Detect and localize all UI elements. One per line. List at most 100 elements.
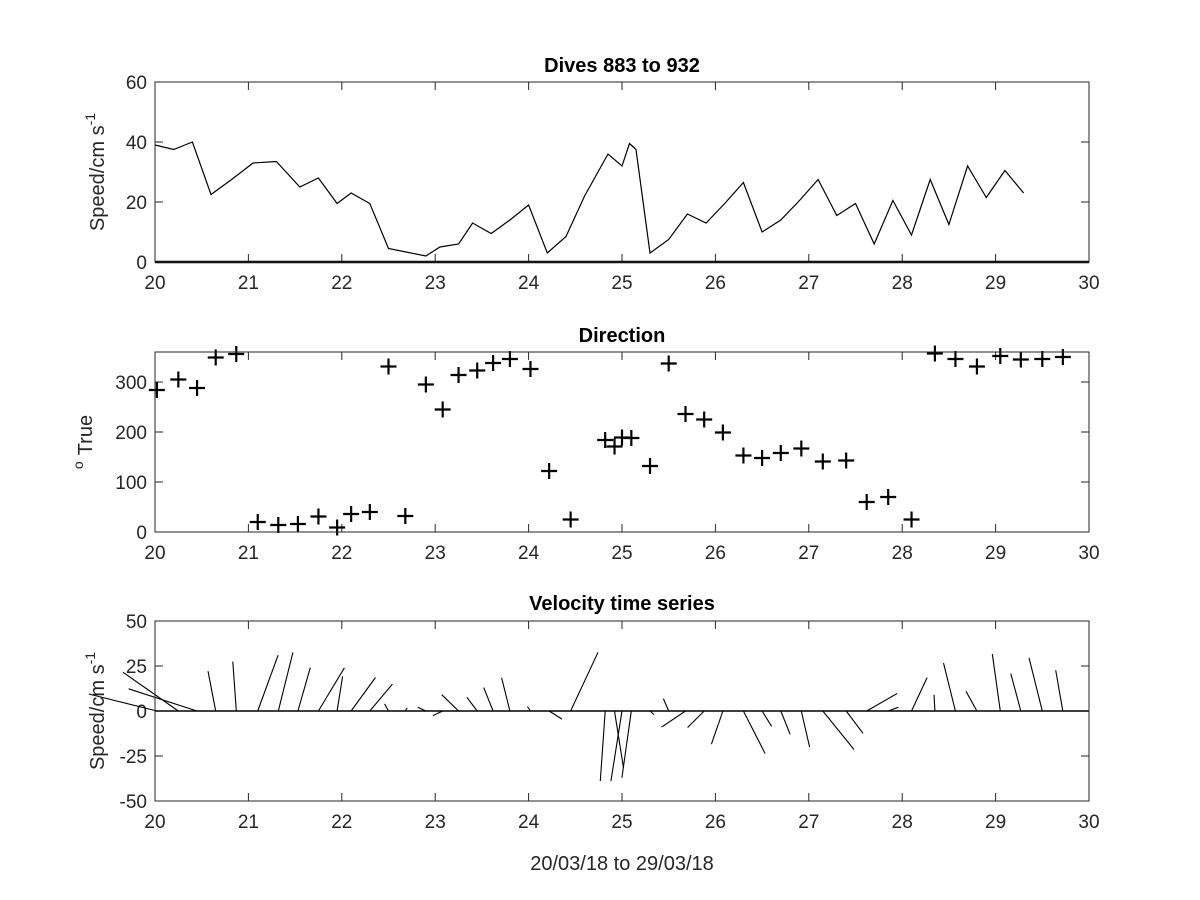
direction-point: [968, 358, 985, 375]
velocity-stick: [526, 706, 531, 712]
speed-y-axis-label: Speed/cm s-1: [82, 113, 109, 231]
velocity-stick: [911, 677, 928, 712]
velocity-stick: [1055, 670, 1064, 712]
velocity-x-tick-label: 21: [238, 812, 259, 833]
direction-point: [249, 514, 266, 530]
direction-x-tick-label: 25: [611, 543, 632, 564]
velocity-stick: [800, 710, 811, 748]
velocity-stick: [888, 706, 899, 712]
velocity-x-tick-label: 25: [611, 812, 632, 833]
velocity-x-tick-label: 30: [1078, 812, 1099, 833]
direction-point: [992, 348, 1009, 364]
direction-panel-title: Direction: [579, 325, 666, 347]
velocity-stick: [845, 710, 864, 734]
velocity-stick: [369, 683, 393, 712]
direction-point: [880, 489, 897, 505]
velocity-x-tick-label: 27: [798, 812, 819, 833]
direction-point: [189, 380, 206, 396]
velocity-stick: [942, 662, 956, 712]
velocity-stick: [761, 710, 773, 727]
speed-x-tick-label: 29: [985, 273, 1006, 294]
velocity-stick: [687, 710, 705, 728]
direction-x-tick-label: 23: [425, 543, 446, 564]
velocity-stick: [404, 707, 408, 712]
direction-x-tick-label: 24: [518, 543, 540, 564]
direction-point: [696, 411, 713, 428]
velocity-stick: [317, 667, 345, 712]
direction-x-tick-label: 26: [705, 543, 726, 564]
velocity-plot-frame: [154, 620, 1090, 802]
speed-series-line: [154, 141, 1025, 257]
direction-point: [289, 516, 306, 532]
velocity-stick: [933, 694, 936, 712]
velocity-y-tick-label: -50: [120, 792, 147, 813]
speed-x-tick-label: 27: [798, 273, 819, 294]
direction-point: [838, 452, 855, 469]
direction-plot-frame: [154, 351, 1090, 533]
velocity-stick: [336, 676, 344, 712]
direction-point: [926, 345, 943, 362]
velocity-stick: [297, 667, 311, 712]
velocity-stick: [610, 710, 623, 782]
direction-x-tick-label: 20: [144, 543, 165, 564]
speed-x-tick-label: 25: [611, 273, 632, 294]
speed-x-tick-label: 24: [518, 273, 540, 294]
velocity-panel-title: Velocity time series: [529, 593, 715, 615]
velocity-stick: [649, 710, 655, 716]
direction-point: [485, 355, 502, 371]
velocity-stick: [822, 710, 855, 750]
velocity-stick: [432, 710, 443, 717]
direction-point: [562, 511, 579, 528]
velocity-stick: [232, 661, 237, 712]
velocity-y-axis-label: Speed/cm s-1: [82, 652, 109, 770]
speed-x-tick-label: 22: [331, 273, 352, 294]
direction-x-tick-label: 22: [331, 543, 352, 564]
direction-point: [814, 453, 831, 470]
direction-point: [1012, 351, 1029, 368]
velocity-stick: [1028, 657, 1043, 712]
direction-point: [642, 458, 659, 474]
velocity-stick: [548, 710, 563, 720]
velocity-stick: [207, 671, 217, 712]
velocity-stick: [742, 710, 766, 754]
direction-point: [1034, 351, 1051, 367]
velocity-x-tick-label: 29: [985, 812, 1006, 833]
velocity-y-tick-label: -25: [120, 747, 147, 768]
direction-point: [343, 506, 360, 522]
velocity-stick: [662, 698, 670, 712]
velocity-x-tick-label: 26: [705, 812, 726, 833]
direction-point: [329, 519, 346, 536]
direction-x-tick-label: 27: [798, 543, 819, 564]
speed-y-tick-label: 40: [126, 133, 147, 154]
velocity-stick: [599, 710, 606, 782]
direction-point: [148, 382, 165, 398]
velocity-y-tick-label: 25: [126, 657, 147, 678]
figure-x-axis-label: 20/03/18 to 29/03/18: [530, 853, 714, 875]
velocity-stick: [88, 693, 158, 712]
direction-point: [501, 351, 518, 367]
direction-point: [597, 432, 614, 448]
direction-point: [714, 424, 731, 441]
velocity-stick: [965, 691, 978, 712]
direction-y-tick-label: 300: [115, 373, 147, 394]
speed-panel-title: Dives 883 to 932: [544, 55, 700, 77]
speed-x-tick-label: 23: [425, 273, 446, 294]
direction-x-tick-label: 30: [1078, 543, 1099, 564]
speed-y-tick-label: 60: [126, 73, 147, 94]
direction-point: [228, 346, 245, 362]
velocity-stick: [122, 671, 179, 712]
velocity-stick: [350, 677, 376, 712]
direction-point: [310, 508, 327, 525]
velocity-y-tick-label: 50: [126, 612, 147, 633]
velocity-panel: Velocity time series -50 -25 0 25 50 20 21 22 2…: [82, 593, 1100, 833]
velocity-stick: [483, 687, 494, 712]
velocity-stick: [501, 677, 511, 712]
direction-x-tick-label: 21: [238, 543, 259, 564]
speed-plot-frame: [154, 81, 1090, 263]
direction-point: [361, 504, 378, 520]
velocity-x-tick-label: 22: [331, 812, 352, 833]
speed-x-tick-label: 26: [705, 273, 726, 294]
speed-x-tick-label: 30: [1078, 273, 1099, 294]
